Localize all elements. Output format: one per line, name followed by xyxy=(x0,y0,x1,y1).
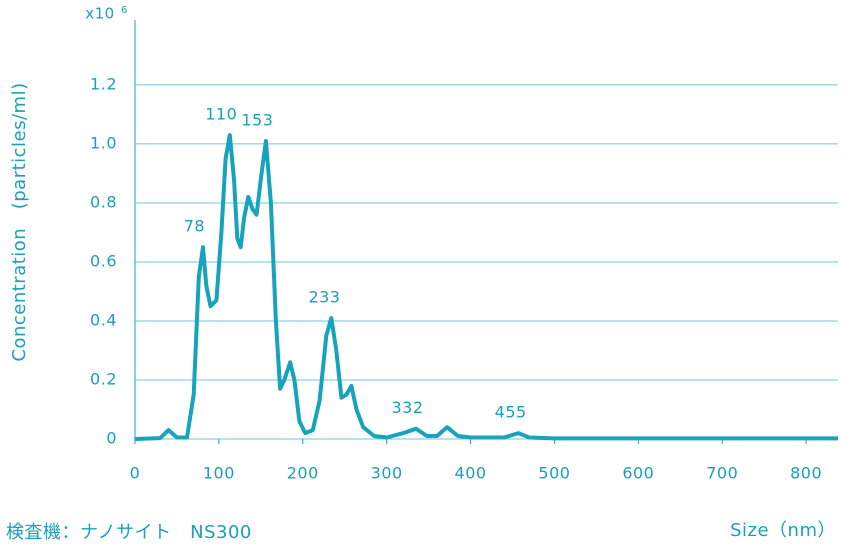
y-tick-label: 1.2 xyxy=(90,74,117,93)
x-tick-label: 200 xyxy=(287,464,319,483)
exponent: 6 xyxy=(121,5,128,16)
peak-label: 455 xyxy=(495,403,527,422)
curve xyxy=(134,133,838,441)
x-tick-label: 300 xyxy=(371,464,403,483)
x-tick-label: 600 xyxy=(622,464,654,483)
x-tick-label: 400 xyxy=(455,464,487,483)
x-tick-label: 0 xyxy=(130,464,141,483)
x-tick-label: 800 xyxy=(790,464,822,483)
peak-label: 78 xyxy=(184,217,205,236)
y-tick-label: 0.8 xyxy=(90,192,117,211)
y-tick-label: 0.2 xyxy=(90,369,117,388)
x-tick-label: 100 xyxy=(203,464,235,483)
peak-label: 153 xyxy=(241,110,273,129)
multiplier: x10 xyxy=(85,5,114,23)
x-axis-label: Size（nm） xyxy=(730,520,836,541)
y-tick-label: 0 xyxy=(106,429,117,448)
y-axis-label: Concentration (particles/ml) xyxy=(9,82,30,361)
y-tick-label: 0.4 xyxy=(90,310,117,329)
x-tick-label: 500 xyxy=(538,464,570,483)
peak-label: 233 xyxy=(308,288,340,307)
y-tick-label: 1.0 xyxy=(90,133,117,152)
footnote: 検査機：ナノサイト NS300 xyxy=(6,522,252,543)
peak-label: 110 xyxy=(205,105,237,124)
peak-label: 332 xyxy=(391,398,423,417)
y-tick-label: 0.6 xyxy=(90,251,117,270)
x-tick-label: 700 xyxy=(706,464,738,483)
